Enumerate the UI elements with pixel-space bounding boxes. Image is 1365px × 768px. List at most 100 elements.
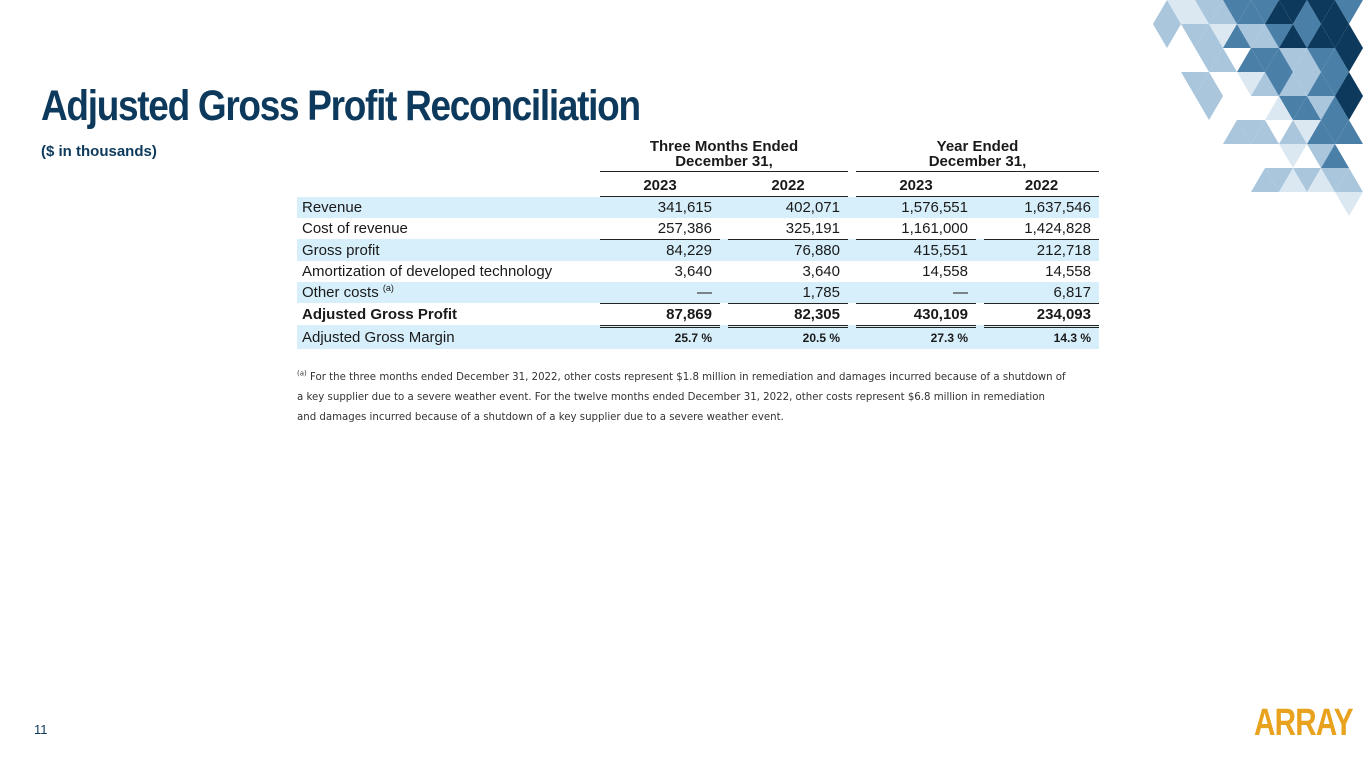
pattern-triangle: [1335, 48, 1363, 72]
pattern-triangle: [1279, 0, 1307, 24]
row-label: Gross profit: [297, 239, 592, 261]
page-title: Adjusted Gross Profit Reconciliation: [41, 82, 641, 130]
reconciliation-table: Three Months Ended December 31, Year Ende…: [297, 138, 1099, 349]
cell-value: —: [856, 282, 976, 303]
cell-value: 341,615: [600, 197, 720, 218]
pattern-triangle: [1265, 24, 1293, 48]
pattern-triangle: [1321, 24, 1349, 48]
footnote: (a) For the three months ended December …: [297, 368, 1067, 428]
pattern-triangle: [1251, 24, 1279, 48]
cell-value: 87,869: [600, 303, 720, 325]
pattern-triangle: [1181, 24, 1209, 48]
pattern-triangle: [1195, 0, 1223, 24]
pattern-triangle: [1153, 24, 1181, 48]
pattern-triangle: [1251, 168, 1279, 192]
pattern-triangle: [1321, 96, 1349, 120]
cell-value: 25.7 %: [600, 325, 720, 349]
cell-value: 20.5 %: [728, 325, 848, 349]
table-row: Gross profit 84,229 76,880 415,551 212,7…: [297, 239, 1099, 261]
pattern-triangle: [1335, 0, 1363, 24]
pattern-triangle: [1321, 120, 1349, 144]
pattern-triangle: [1293, 168, 1321, 192]
cell-value: 1,637,546: [984, 197, 1099, 218]
pattern-triangle: [1279, 24, 1307, 48]
pattern-triangle: [1251, 120, 1279, 144]
pattern-triangle: [1237, 72, 1265, 96]
table-row-total: Adjusted Gross Profit 87,869 82,305 430,…: [297, 303, 1099, 325]
pattern-triangle: [1307, 0, 1335, 24]
table-row: Adjusted Gross Margin 25.7 % 20.5 % 27.3…: [297, 325, 1099, 349]
pattern-triangle: [1279, 168, 1307, 192]
cell-value: 6,817: [984, 282, 1099, 303]
pattern-triangle: [1265, 72, 1293, 96]
year-header: 2022: [728, 175, 848, 197]
pattern-triangle: [1307, 168, 1335, 192]
pattern-triangle: [1307, 144, 1335, 168]
pattern-triangle: [1209, 48, 1237, 72]
cell-value: 1,785: [728, 282, 848, 303]
pattern-triangle: [1223, 0, 1251, 24]
year-header: 2023: [600, 175, 720, 197]
year-header: 2023: [856, 175, 976, 197]
pattern-triangle: [1279, 144, 1307, 168]
row-label: Adjusted Gross Profit: [302, 305, 458, 323]
footnote-marker: (a): [297, 369, 307, 378]
pattern-triangle: [1293, 48, 1321, 72]
pattern-triangle: [1335, 24, 1363, 48]
cell-value: 14,558: [1045, 263, 1091, 280]
pattern-triangle: [1195, 24, 1223, 48]
pattern-triangle: [1251, 72, 1279, 96]
pattern-triangle: [1209, 0, 1237, 24]
row-label: Adjusted Gross Margin: [297, 325, 592, 349]
group-header-three-months: Three Months Ended December 31,: [600, 138, 848, 175]
cell-value: 14,558: [922, 263, 968, 280]
cell-value: 84,229: [600, 239, 720, 261]
cell-value: 3,640: [802, 263, 840, 280]
cell-value: 325,191: [785, 220, 840, 237]
footnote-text: For the three months ended December 31, …: [297, 372, 1066, 423]
cell-value: 1,576,551: [856, 197, 976, 218]
pattern-triangle: [1307, 48, 1335, 72]
table-row: Revenue 341,615 402,071 1,576,551 1,637,…: [297, 197, 1099, 218]
pattern-triangle: [1251, 48, 1279, 72]
pattern-triangle: [1335, 192, 1363, 216]
cell-value: 82,305: [728, 303, 848, 325]
pattern-triangle: [1293, 0, 1321, 24]
cell-value: 76,880: [728, 239, 848, 261]
cell-value: 234,093: [984, 303, 1099, 325]
pattern-triangle: [1307, 120, 1335, 144]
cell-value: 402,071: [728, 197, 848, 218]
pattern-triangle: [1195, 96, 1223, 120]
pattern-triangle: [1279, 120, 1307, 144]
footnote-marker: (a): [382, 283, 394, 293]
pattern-triangle: [1293, 24, 1321, 48]
pattern-triangle: [1335, 168, 1363, 192]
pattern-triangle: [1321, 168, 1349, 192]
cell-value: 257,386: [657, 220, 712, 237]
cell-value: 27.3 %: [856, 325, 976, 349]
pattern-triangle: [1293, 96, 1321, 120]
pattern-triangle: [1265, 96, 1293, 120]
table-row: Other costs (a) — 1,785 — 6,817: [297, 282, 1099, 303]
pattern-triangle: [1223, 120, 1251, 144]
row-label: Amortization of developed technology: [302, 263, 553, 280]
pattern-triangle: [1293, 72, 1321, 96]
pattern-triangle: [1181, 72, 1209, 96]
pattern-triangle: [1209, 24, 1237, 48]
pattern-triangle: [1237, 120, 1265, 144]
array-logo: ARRAY: [1254, 702, 1354, 744]
row-label: Revenue: [297, 197, 592, 218]
pattern-triangle: [1307, 72, 1335, 96]
pattern-triangle: [1153, 0, 1181, 24]
year-header: 2022: [984, 175, 1099, 197]
group-header-row: Three Months Ended December 31, Year Ende…: [297, 138, 1099, 175]
pattern-triangle: [1251, 0, 1279, 24]
pattern-triangle: [1321, 48, 1349, 72]
table-row: Amortization of developed technology 3,6…: [297, 261, 1099, 282]
decorative-triangle-pattern: [1153, 0, 1363, 216]
cell-value: —: [600, 282, 720, 303]
pattern-triangle: [1335, 96, 1363, 120]
page-number: 11: [34, 722, 48, 737]
pattern-triangle: [1265, 0, 1293, 24]
cell-value: 3,640: [674, 263, 712, 280]
